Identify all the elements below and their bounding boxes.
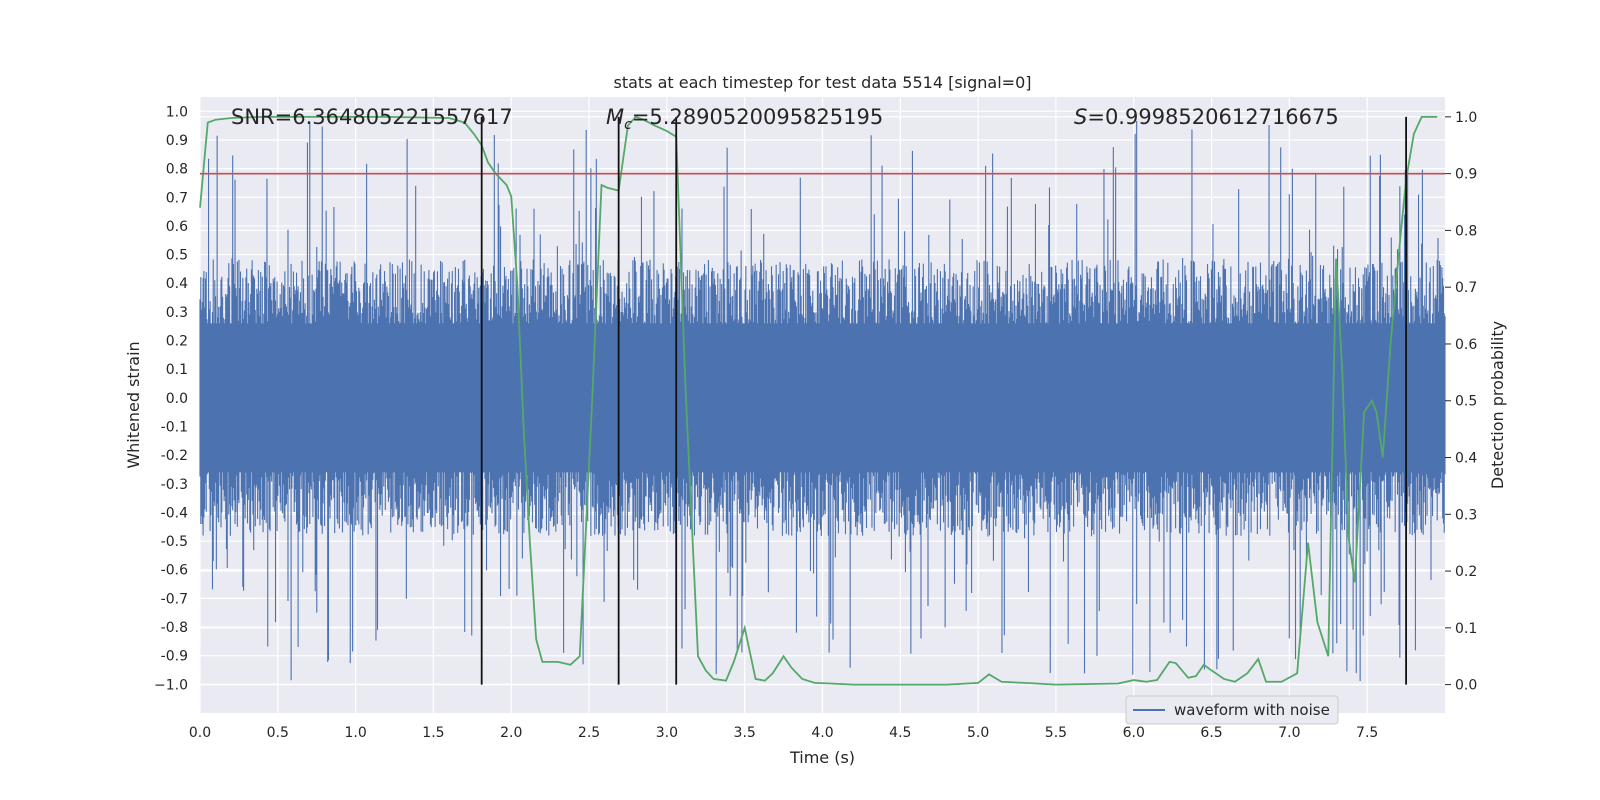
y2-tick-label: 0.9 bbox=[1455, 167, 1477, 183]
y2-axis-label: Detection probability bbox=[1488, 321, 1507, 489]
y2-tick-label: 0.1 bbox=[1455, 621, 1477, 637]
y-tick-label: -0.4 bbox=[161, 505, 188, 521]
x-tick-label: 1.5 bbox=[422, 725, 444, 741]
legend-entry-waveform: waveform with noise bbox=[1174, 701, 1330, 719]
y-tick-label: -0.8 bbox=[161, 620, 188, 636]
y2-tick-label: 0.0 bbox=[1455, 678, 1477, 694]
waveform-core bbox=[200, 323, 1445, 473]
detection-probability-line bbox=[199, 115, 1438, 686]
x-tick-label: 1.0 bbox=[344, 725, 366, 741]
y2-tick-label: 0.8 bbox=[1455, 223, 1477, 239]
s-symbol: S bbox=[1074, 105, 1087, 129]
waveform-series bbox=[199, 120, 1446, 682]
x-tick-label: 3.5 bbox=[734, 725, 756, 741]
x-tick-label: 4.5 bbox=[889, 725, 911, 741]
y-tick-label: 0.6 bbox=[166, 219, 188, 235]
y-tick-label: 0.3 bbox=[166, 305, 188, 321]
x-tick-label: 0.5 bbox=[267, 725, 289, 741]
s-annotation: S=0.9998520612716675 bbox=[1074, 105, 1339, 129]
legend: waveform with noise bbox=[1125, 695, 1339, 725]
y-tick-label: 0.1 bbox=[166, 362, 188, 378]
y-tick-label: 0.8 bbox=[166, 162, 188, 178]
s-value: =0.9998520612716675 bbox=[1087, 105, 1338, 129]
y-tick-label: -0.3 bbox=[161, 477, 188, 493]
y-tick-label: -0.9 bbox=[161, 649, 188, 665]
y2-tick-label: 0.2 bbox=[1455, 564, 1477, 580]
y-tick-label: -0.2 bbox=[161, 448, 188, 464]
x-tick-label: 2.5 bbox=[578, 725, 600, 741]
y2-tick-label: 0.3 bbox=[1455, 507, 1477, 523]
y-tick-label: 0.5 bbox=[166, 248, 188, 264]
x-tick-label: 7.5 bbox=[1356, 725, 1378, 741]
y2-tick-label: 0.6 bbox=[1455, 337, 1477, 353]
legend-box bbox=[1125, 695, 1339, 725]
chirp-mass-subscript: c bbox=[624, 117, 632, 133]
chirp-mass-value: =5.2890520095825195 bbox=[632, 105, 883, 129]
x-tick-label: 2.0 bbox=[500, 725, 522, 741]
y2-tick-label: 1.0 bbox=[1455, 110, 1477, 126]
y-tick-label: -0.6 bbox=[161, 563, 188, 579]
x-tick-label: 7.0 bbox=[1278, 725, 1300, 741]
y2-tick-label: 0.5 bbox=[1455, 394, 1477, 410]
y-tick-label: -0.7 bbox=[161, 591, 188, 607]
y-axis-label: Whitened strain bbox=[124, 341, 143, 468]
x-tick-label: 6.5 bbox=[1200, 725, 1222, 741]
y-tick-label: 1.0 bbox=[166, 104, 188, 120]
y-tick-label: 0.4 bbox=[166, 276, 188, 292]
y-tick-label: 0.9 bbox=[166, 133, 188, 149]
x-tick-label: 0.0 bbox=[189, 725, 211, 741]
y-tick-label: -0.5 bbox=[161, 534, 188, 550]
chart-title: stats at each timestep for test data 551… bbox=[613, 73, 1031, 92]
x-tick-label: 6.0 bbox=[1123, 725, 1145, 741]
y-tick-label: 0.7 bbox=[166, 190, 188, 206]
y-tick-label: 0.2 bbox=[166, 334, 188, 350]
chirp-mass-symbol: M bbox=[606, 105, 624, 129]
x-tick-label: 3.0 bbox=[656, 725, 678, 741]
y-tick-label: 0.0 bbox=[166, 391, 188, 407]
y-tick-label: -0.1 bbox=[161, 419, 188, 435]
x-tick-label: 5.0 bbox=[967, 725, 989, 741]
x-axis-ticks: 0.0 0.5 1.0 1.5 2.0 2.5 3.0 3.5 4.0 4.5 5.0 5.5 6.0 6… bbox=[189, 725, 1378, 741]
y2-tick-label: 0.7 bbox=[1455, 280, 1477, 296]
x-axis-label: Time (s) bbox=[789, 748, 855, 767]
x-tick-label: 4.0 bbox=[811, 725, 833, 741]
y2-axis-ticks: 1.0 0.9 0.8 0.7 0.6 0.5 0.4 0.3 0.2 0.1 0.0 bbox=[1445, 110, 1477, 694]
chirp-mass-annotation: Mc=5.2890520095825195 bbox=[606, 105, 883, 133]
snr-annotation: SNR=6.364805221557617 bbox=[231, 105, 513, 129]
y-tick-label: −1.0 bbox=[154, 677, 188, 693]
vertical-markers bbox=[480, 116, 1407, 685]
y-axis-ticks: 1.0 0.9 0.8 0.7 0.6 0.5 0.4 0.3 0.2 0.1 0.0 -0.1 -0.… bbox=[154, 104, 188, 693]
y2-tick-label: 0.4 bbox=[1455, 451, 1477, 467]
x-tick-label: 5.5 bbox=[1045, 725, 1067, 741]
